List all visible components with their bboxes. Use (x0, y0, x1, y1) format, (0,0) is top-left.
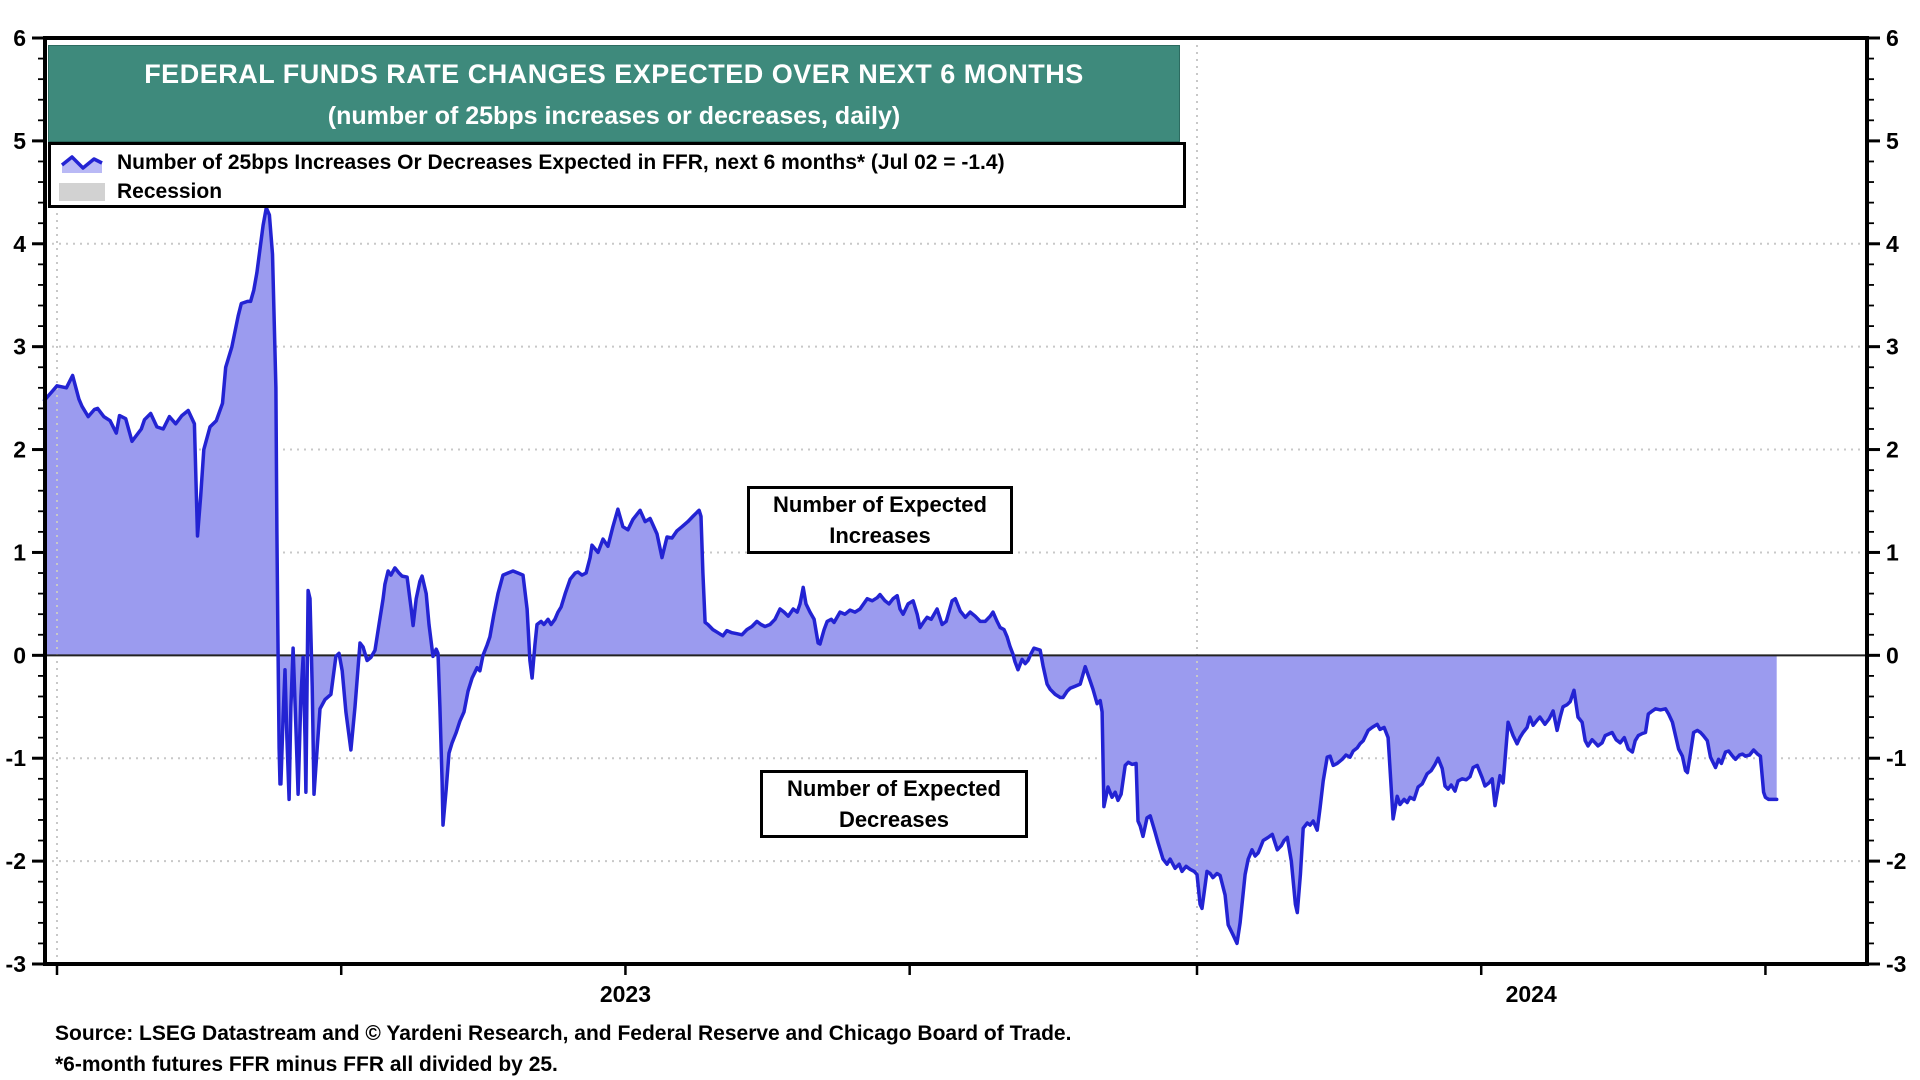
y-axis-label-left: 6 (13, 25, 26, 51)
series-line (42, 206, 1779, 946)
x-axis-year-label: 2023 (600, 981, 651, 1007)
x-axis-year-label: 2024 (1506, 981, 1557, 1007)
y-axis-label-left: -3 (6, 951, 26, 977)
y-axis-label-right: -3 (1886, 951, 1906, 977)
recession-swatch-icon (59, 182, 105, 201)
title-banner: FEDERAL FUNDS RATE CHANGES EXPECTED OVER… (48, 45, 1180, 142)
y-axis-label-right: 0 (1886, 642, 1899, 668)
y-axis-label-left: 1 (13, 539, 26, 565)
y-axis-label-left: 3 (13, 334, 26, 360)
annotation-expected-increases: Number of Expected Increases (747, 486, 1013, 554)
y-axis-label-right: -1 (1886, 745, 1907, 771)
y-axis-label-right: 4 (1886, 231, 1899, 257)
y-axis-label-right: 1 (1886, 539, 1899, 565)
legend-row-recession: Recession (59, 177, 1175, 206)
source-block: Source: LSEG Datastream and © Yardeni Re… (55, 1018, 1555, 1080)
chart-subtitle: (number of 25bps increases or decreases,… (327, 101, 901, 130)
y-axis-label-left: 4 (13, 231, 26, 257)
y-axis-label-left: 5 (13, 128, 26, 154)
annotation-expected-decreases: Number of Expected Decreases (760, 770, 1028, 838)
annotation-line: Number of Expected (773, 492, 987, 517)
y-axis-label-left: -2 (6, 848, 26, 874)
legend-recession-label: Recession (117, 179, 223, 203)
chart-title: FEDERAL FUNDS RATE CHANGES EXPECTED OVER… (144, 58, 1084, 89)
y-axis-label-left: 2 (13, 437, 26, 463)
y-axis-label-right: 6 (1886, 25, 1899, 51)
plot-frame (43, 36, 1869, 966)
legend-series-label: Number of 25bps Increases Or Decreases E… (117, 150, 1005, 174)
legend-row-series: Number of 25bps Increases Or Decreases E… (59, 148, 1175, 177)
y-axis-label-left: -1 (6, 745, 27, 771)
y-axis-label-right: -2 (1886, 848, 1906, 874)
annotation-line: Number of Expected (787, 776, 1001, 801)
source-footnote: *6-month futures FFR minus FFR all divid… (55, 1053, 558, 1076)
annotation-line: Increases (829, 523, 931, 548)
annotation-line: Decreases (838, 807, 950, 832)
y-axis-label-left: 0 (13, 642, 26, 668)
y-axis-label-right: 5 (1886, 128, 1899, 154)
legend: Number of 25bps Increases Or Decreases E… (48, 142, 1186, 208)
source-line: Source: LSEG Datastream and © Yardeni Re… (55, 1022, 1072, 1045)
y-axis-label-right: 3 (1886, 334, 1899, 360)
series-line-icon (59, 151, 105, 175)
y-axis-label-right: 2 (1886, 437, 1899, 463)
